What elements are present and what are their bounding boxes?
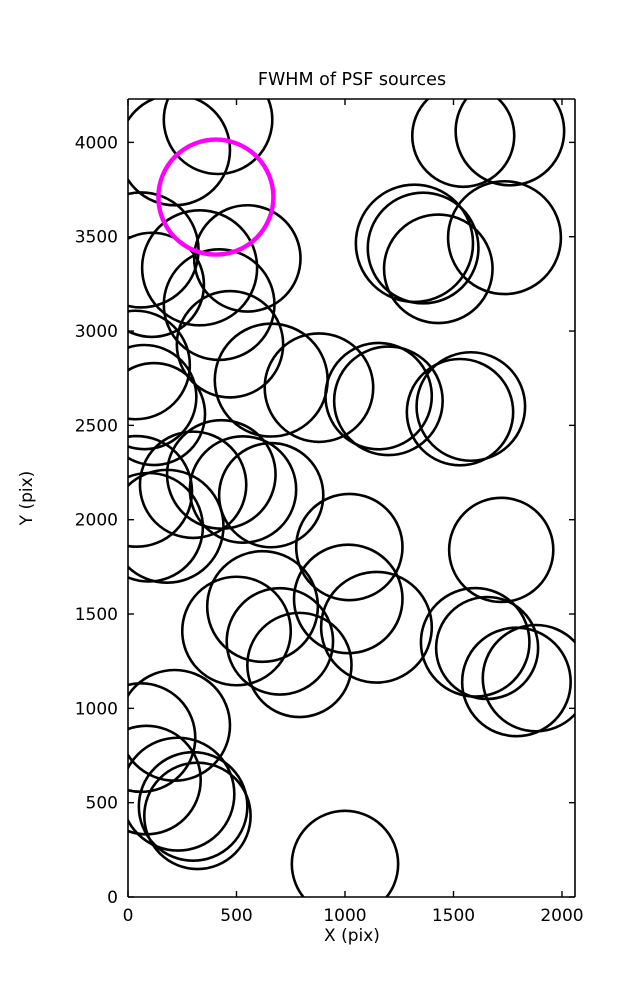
x-tick-label: 1500 [432, 906, 475, 926]
psf-circle [188, 435, 298, 544]
y-tick-label: 500 [86, 794, 118, 814]
psf-circle [128, 231, 206, 339]
psf-circle [332, 345, 444, 457]
psf-circle [138, 430, 248, 540]
psf-circle [142, 761, 252, 871]
psf-circle [447, 496, 555, 604]
psf-circle [128, 736, 236, 852]
psf-circle [128, 309, 192, 421]
x-tick-label: 2000 [540, 906, 583, 926]
psf-circle [294, 492, 404, 602]
psf-circle [192, 203, 302, 313]
psf-circle [246, 611, 353, 719]
psf-circle [165, 418, 277, 530]
psf-circle [128, 434, 194, 549]
psf-circle-highlighted [156, 137, 276, 257]
psf-circle [175, 289, 285, 399]
psf-circle [415, 350, 527, 463]
psf-circle [217, 441, 325, 549]
psf-circles-layer [128, 99, 575, 897]
psf-circle [128, 343, 198, 451]
y-tick-label: 4000 [75, 133, 118, 153]
psf-circle [454, 99, 566, 187]
y-tick-label: 2000 [75, 511, 118, 531]
psf-circle [225, 586, 335, 696]
psf-circle [324, 341, 434, 451]
psf-circle [319, 570, 434, 684]
x-axis-label: X (pix) [324, 926, 380, 946]
y-tick-label: 1000 [75, 699, 118, 719]
psf-circle [180, 575, 293, 687]
psf-circle [292, 543, 404, 655]
y-tick-label: 2500 [75, 416, 118, 436]
y-tick-label: 0 [107, 888, 118, 908]
axes-frame [127, 98, 576, 898]
x-tick-label: 500 [220, 906, 252, 926]
axis-ticks [127, 99, 575, 898]
psf-circle [205, 549, 320, 664]
psf-circle [410, 99, 516, 189]
chart-title: FWHM of PSF sources [258, 70, 446, 90]
axis-tick-labels: 0 500 1000 1500 2000 0 500 1000 1500 2000 2500 3000… [75, 133, 584, 926]
y-tick-label: 1500 [75, 605, 118, 625]
y-tick-label: 3500 [75, 228, 118, 248]
psf-circle [405, 357, 515, 467]
y-axis-label: Y (pix) [17, 471, 37, 527]
psf-circle [137, 750, 249, 863]
psf-circle [481, 623, 575, 733]
psf-circle [290, 809, 400, 897]
psf-circle [366, 191, 480, 305]
psf-circle [128, 668, 232, 782]
x-tick-label: 1000 [323, 906, 366, 926]
psf-circle [446, 179, 563, 296]
x-tick-label: 0 [123, 906, 134, 926]
psf-circle [140, 209, 259, 327]
psf-circle [263, 332, 375, 444]
psf-circle [162, 99, 274, 176]
psf-circle [128, 361, 207, 467]
y-tick-label: 3000 [75, 322, 118, 342]
psf-circle [382, 213, 494, 325]
psf-circle [128, 99, 232, 207]
